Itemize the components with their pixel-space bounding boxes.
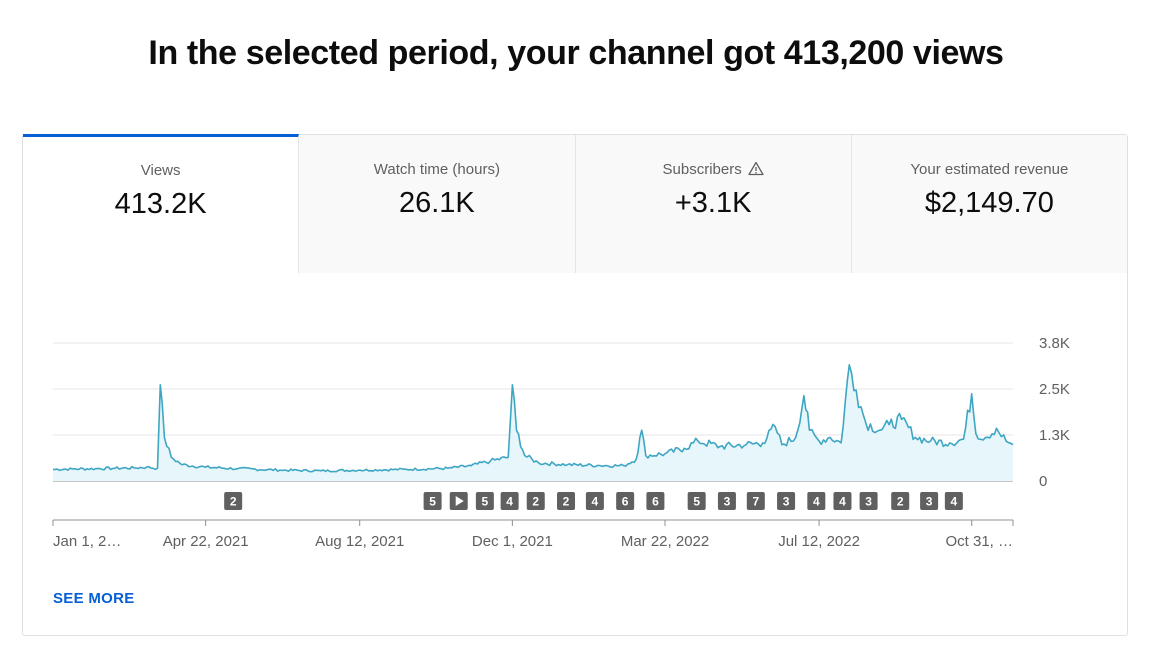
annotation-badge[interactable]: 6 xyxy=(646,492,665,510)
annotation-count: 6 xyxy=(622,495,629,509)
annotation-count: 3 xyxy=(783,495,790,509)
x-tick-label: Oct 31, … xyxy=(945,533,1013,550)
annotation-count: 2 xyxy=(563,495,570,509)
metric-tabs: Views 413.2K Watch time (hours) 26.1K Su… xyxy=(23,134,1127,273)
tab-revenue[interactable]: Your estimated revenue $2,149.70 xyxy=(851,135,1127,273)
annotation-count: 5 xyxy=(482,495,489,509)
annotation-count: 6 xyxy=(652,495,659,509)
y-tick-label: 3.8K xyxy=(1039,335,1070,352)
annotation-badge[interactable]: 2 xyxy=(526,492,545,510)
annotation-badge[interactable]: 5 xyxy=(687,492,706,510)
warning-triangle-icon[interactable] xyxy=(748,161,764,180)
tab-subscribers[interactable]: Subscribers +3.1K xyxy=(575,135,852,273)
tab-views[interactable]: Views 413.2K xyxy=(23,134,300,273)
tab-views-label: Views xyxy=(140,162,181,179)
annotation-count: 7 xyxy=(752,495,759,509)
y-tick-label: 2.5K xyxy=(1039,381,1070,398)
x-tick-label: Dec 1, 2021 xyxy=(472,533,553,550)
annotation-badge[interactable]: 2 xyxy=(891,492,910,510)
annotation-badge[interactable]: 4 xyxy=(500,492,519,510)
x-tick-label: Mar 22, 2022 xyxy=(621,533,709,550)
annotation-count: 4 xyxy=(506,495,513,509)
annotation-badge[interactable]: 3 xyxy=(717,492,736,510)
annotation-badge[interactable]: 7 xyxy=(746,492,765,510)
annotation-badge[interactable]: 5 xyxy=(423,492,442,510)
play-icon xyxy=(455,496,464,506)
annotation-badge[interactable]: 4 xyxy=(807,492,826,510)
annotation-count: 2 xyxy=(897,495,904,509)
views-area xyxy=(53,364,1013,481)
annotation-play-badge[interactable] xyxy=(449,492,468,510)
y-tick-label: 0 xyxy=(1039,473,1047,490)
tab-views-value: 413.2K xyxy=(114,188,207,220)
x-tick-label: Jul 12, 2022 xyxy=(778,533,860,550)
x-tick-label: Apr 22, 2021 xyxy=(163,533,249,550)
annotation-badge[interactable]: 6 xyxy=(616,492,635,510)
annotation-badge[interactable]: 4 xyxy=(585,492,604,510)
x-tick-label: Jan 1, 2… xyxy=(53,533,121,550)
analytics-card: Views 413.2K Watch time (hours) 26.1K Su… xyxy=(22,134,1128,636)
tab-watch-time-label: Watch time (hours) xyxy=(373,161,500,178)
x-tick-label: Aug 12, 2021 xyxy=(315,533,404,550)
tab-watch-time[interactable]: Watch time (hours) 26.1K xyxy=(299,135,576,273)
annotation-count: 3 xyxy=(865,495,872,509)
annotation-badge[interactable]: 5 xyxy=(475,492,494,510)
annotation-count: 5 xyxy=(693,495,700,509)
annotation-badge[interactable]: 3 xyxy=(920,492,939,510)
annotation-count: 2 xyxy=(230,495,237,509)
see-more-link[interactable]: SEE MORE xyxy=(53,590,135,607)
annotation-badge[interactable]: 2 xyxy=(224,492,243,510)
tab-revenue-label: Your estimated revenue xyxy=(910,161,1069,178)
annotation-count: 2 xyxy=(532,495,539,509)
views-line xyxy=(53,364,1014,473)
annotation-count: 3 xyxy=(926,495,933,509)
tab-watch-time-value: 26.1K xyxy=(398,187,475,219)
annotation-badge[interactable]: 2 xyxy=(557,492,576,510)
tab-subscribers-label: Subscribers xyxy=(662,161,742,178)
tab-subscribers-value: +3.1K xyxy=(674,187,752,219)
annotation-badge[interactable]: 4 xyxy=(944,492,963,510)
annotation-count: 4 xyxy=(839,495,846,509)
annotation-count: 4 xyxy=(813,495,820,509)
page-headline: In the selected period, your channel got… xyxy=(148,34,1004,72)
annotation-count: 3 xyxy=(724,495,731,509)
annotation-count: 4 xyxy=(951,495,958,509)
annotation-badge[interactable]: 3 xyxy=(859,492,878,510)
tab-revenue-value: $2,149.70 xyxy=(924,187,1054,219)
y-tick-label: 1.3K xyxy=(1039,427,1070,444)
views-chart[interactable]: 3.8K 2.5K 1.3K 0 2 5 5 4 2 2 4 6 6 5 3 7 3 4 4 3 2 3 4 Jan 1, 2… xyxy=(23,273,1127,573)
annotation-badge[interactable]: 3 xyxy=(777,492,796,510)
annotation-count: 5 xyxy=(429,495,436,509)
annotation-count: 4 xyxy=(592,495,599,509)
annotation-badge[interactable]: 4 xyxy=(833,492,852,510)
